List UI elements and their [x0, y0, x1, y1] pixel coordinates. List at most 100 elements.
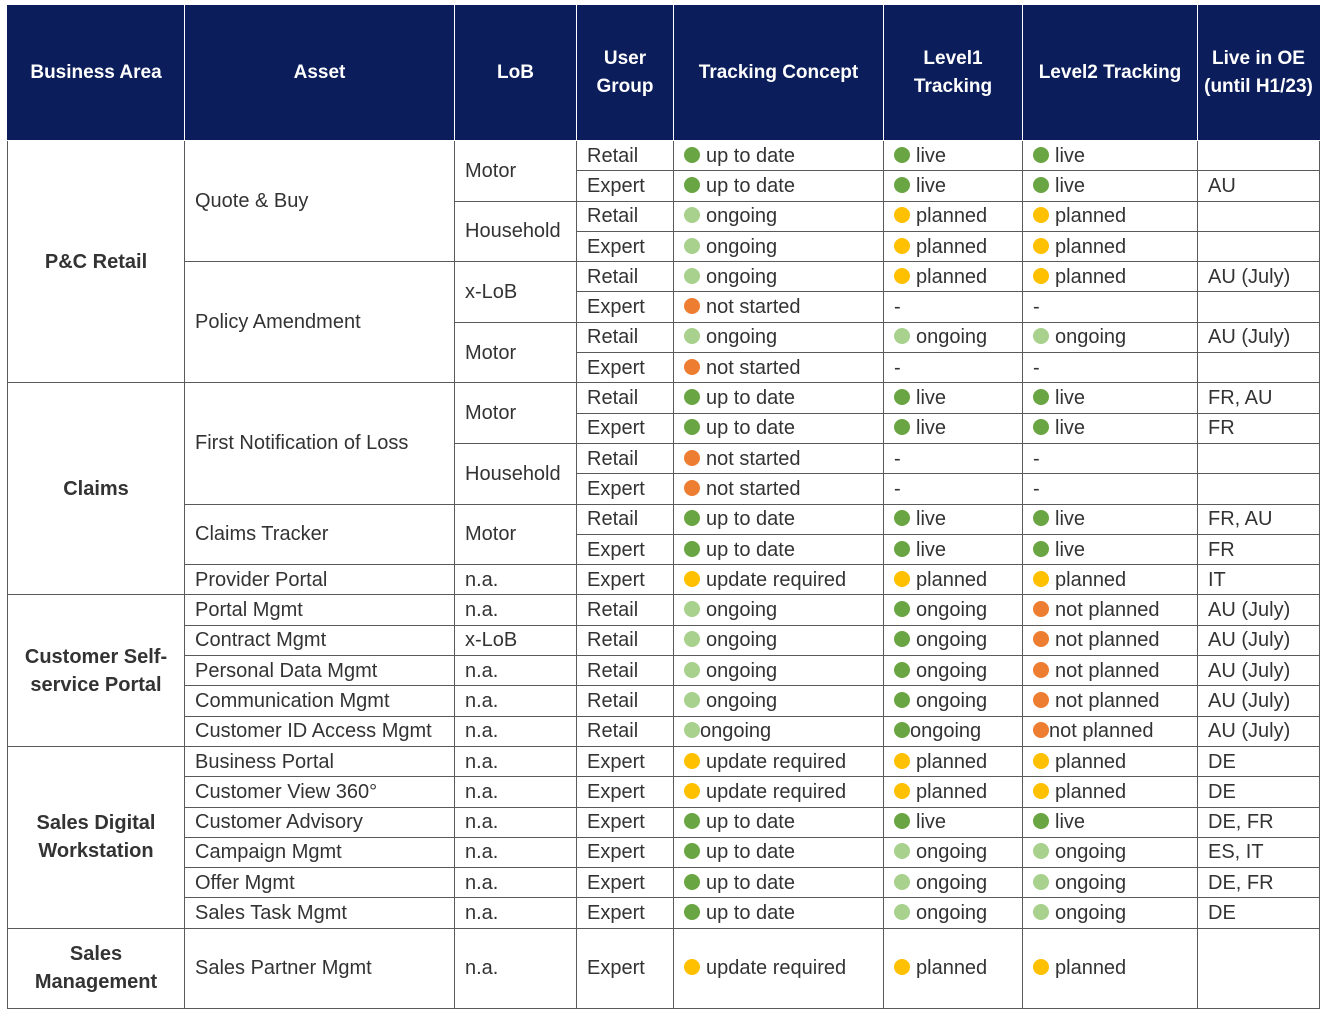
level1-tracking-cell: ongoing	[883, 624, 1023, 657]
header-live-in-oe: Live in OE (until H1/23)	[1197, 5, 1320, 141]
status-dot-icon	[1033, 813, 1049, 830]
status-label: up to date	[706, 871, 795, 894]
status-dot-icon	[1033, 237, 1049, 254]
status-label: ongoing	[916, 599, 988, 622]
status-label: live	[1055, 387, 1086, 410]
level1-tracking-cell: planned	[883, 776, 1023, 808]
level2-tracking-cell: -	[1022, 352, 1198, 384]
level2-tracking-cell: not planned	[1022, 624, 1198, 657]
asset-tracking-table: Business Area Asset LoB User Group Track…	[7, 5, 1320, 1009]
level2-tracking-cell: live	[1022, 170, 1198, 202]
user-group-cell: Retail	[576, 200, 674, 232]
user-group-cell: Expert	[576, 412, 674, 444]
status-label: ongoing	[1055, 902, 1127, 925]
level2-tracking-cell: ongoing	[1022, 867, 1198, 899]
status-dot-icon	[684, 873, 700, 890]
status-dot-icon	[894, 873, 910, 890]
lob-cell: n.a.	[454, 594, 577, 626]
status-dot-icon	[684, 959, 700, 976]
status-label: planned	[1055, 568, 1127, 591]
level1-tracking-cell: planned	[883, 261, 1023, 293]
asset-cell: Policy Amendment	[184, 261, 455, 384]
status-dot-icon	[684, 813, 700, 830]
level1-tracking-cell: live	[883, 806, 1023, 838]
status-label: ongoing	[706, 689, 778, 712]
status-dot-icon	[684, 782, 700, 799]
status-label: live	[1055, 811, 1086, 834]
tracking-concept-cell: ongoing	[673, 655, 884, 687]
status-label: ongoing	[1055, 841, 1127, 864]
tracking-concept-cell: update required	[673, 776, 884, 808]
status-dot-icon	[1033, 782, 1049, 799]
asset-cell: Claims Tracker	[184, 503, 455, 566]
status-dot-icon	[1033, 691, 1049, 708]
status-label: ongoing	[916, 629, 988, 652]
table-row: Policy Amendment x-LoB Retail ongoing planne…	[8, 261, 1320, 384]
level2-tracking-cell: planned	[1022, 261, 1198, 293]
status-dot-icon	[684, 207, 700, 224]
status-label: ongoing	[910, 720, 982, 743]
lob-cell: n.a.	[454, 655, 577, 687]
table-row: Household Retail ongoing planned planned	[8, 200, 1320, 263]
status-label: not started	[706, 447, 801, 470]
status-dot-icon	[1033, 389, 1049, 406]
status-dot-icon	[894, 782, 910, 799]
live-in-oe-cell: FR	[1197, 412, 1320, 444]
live-in-oe-cell	[1197, 927, 1320, 1009]
asset-cell: Offer Mgmt	[184, 867, 455, 899]
status-dot-icon	[684, 449, 700, 466]
status-dot-icon	[894, 146, 910, 163]
live-in-oe-cell: AU (July)	[1197, 715, 1320, 747]
asset-cell: Customer View 360°	[184, 776, 455, 808]
level2-tracking-cell: live	[1022, 139, 1198, 172]
status-label: -	[894, 296, 901, 319]
level1-tracking-cell: ongoing	[883, 685, 1023, 717]
status-dot-icon	[1033, 328, 1049, 345]
status-label: ongoing	[916, 689, 988, 712]
level2-tracking-cell: live	[1022, 503, 1198, 535]
level1-tracking-cell: ongoing	[883, 321, 1023, 354]
status-label: live	[1055, 538, 1086, 561]
status-label: ongoing	[916, 902, 988, 925]
status-dot-icon	[894, 752, 910, 769]
status-label: live	[1055, 508, 1086, 531]
header-tracking-concept: Tracking Concept	[673, 5, 884, 141]
business-area-cell: Claims	[7, 382, 185, 596]
user-group-cell: Retail	[576, 139, 674, 172]
level2-tracking-cell: live	[1022, 412, 1198, 444]
lob-cell: n.a.	[454, 867, 577, 899]
table-row: Sales Digital Workstation Business Portal…	[7, 745, 1320, 929]
level1-tracking-cell: ongoing	[883, 715, 1023, 747]
status-dot-icon	[894, 540, 910, 557]
status-dot-icon	[894, 237, 910, 254]
lob-cell: Motor	[454, 503, 577, 566]
header-row: Business Area Asset LoB User Group Track…	[7, 5, 1320, 141]
tracking-concept-cell: up to date	[673, 533, 884, 566]
asset-cell: Business Portal	[184, 745, 455, 778]
status-label: ongoing	[700, 720, 772, 743]
tracking-concept-cell: not started	[673, 442, 884, 475]
lob-cell: n.a.	[454, 685, 577, 717]
table-row: Personal Data Mgmt n.a. Retail ongoing ongoi…	[8, 655, 1320, 687]
status-dot-icon	[1033, 176, 1049, 193]
status-dot-icon	[684, 510, 700, 527]
status-label: -	[1033, 356, 1040, 379]
level1-tracking-cell: live	[883, 382, 1023, 414]
status-label: ongoing	[706, 629, 778, 652]
live-in-oe-cell: AU	[1197, 170, 1320, 202]
user-group-cell: Retail	[576, 261, 674, 293]
status-label: ongoing	[916, 841, 988, 864]
user-group-cell: Expert	[576, 836, 674, 869]
level2-tracking-cell: planned	[1022, 564, 1198, 596]
status-dot-icon	[1033, 631, 1049, 648]
status-label: live	[916, 174, 947, 197]
status-label: live	[916, 387, 947, 410]
status-dot-icon	[684, 267, 700, 284]
live-in-oe-cell	[1197, 200, 1320, 232]
tracking-concept-cell: update required	[673, 927, 884, 1009]
status-label: up to date	[706, 387, 795, 410]
tracking-concept-cell: ongoing	[673, 321, 884, 354]
asset-cell: Personal Data Mgmt	[184, 655, 455, 687]
status-label: not planned	[1055, 689, 1160, 712]
table-row: Provider Portal n.a. Expert update required…	[8, 564, 1320, 596]
